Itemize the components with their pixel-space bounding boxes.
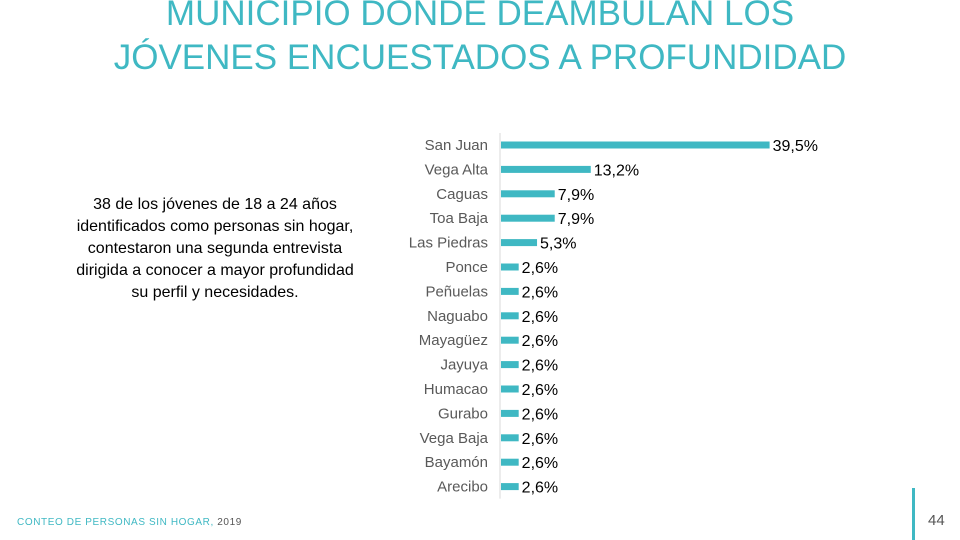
category-label: Jayuya [440, 357, 488, 374]
slide-title: MUNICIPIO DONDE DEAMBULAN LOS JÓVENES EN… [113, 0, 847, 77]
category-label: San Juan [425, 137, 488, 154]
category-label: Vega Baja [420, 430, 489, 447]
category-label: Naguabo [427, 308, 488, 325]
category-label: Arecibo [437, 479, 488, 496]
bar [501, 239, 538, 247]
page-number-divider [912, 488, 915, 540]
value-label: 2,6% [522, 382, 558, 399]
value-label: 2,6% [522, 455, 558, 472]
footer-year: 2019 [217, 517, 242, 528]
category-label: Las Piedras [409, 235, 488, 252]
value-label: 2,6% [522, 333, 558, 350]
bar [501, 458, 519, 466]
footer: CONTEO DE PERSONAS SIN HOGAR, 2019 [17, 517, 242, 528]
bar [501, 361, 519, 369]
bar [501, 409, 519, 417]
value-label: 2,6% [522, 284, 558, 301]
value-label: 2,6% [522, 406, 558, 423]
category-label: Vega Alta [425, 161, 489, 178]
bar [501, 385, 519, 393]
value-label: 13,2% [594, 162, 639, 179]
value-label: 2,6% [522, 480, 558, 497]
bar [501, 190, 555, 198]
value-label: 2,6% [522, 260, 558, 277]
bar [501, 165, 591, 173]
bar [501, 214, 555, 222]
value-label: 2,6% [522, 309, 558, 326]
category-label: Humacao [424, 381, 488, 398]
value-label: 2,6% [522, 431, 558, 448]
page-number: 44 [928, 512, 945, 529]
value-label: 7,9% [558, 211, 594, 228]
bar [501, 434, 519, 442]
category-label: Peñuelas [425, 283, 488, 300]
category-label: Ponce [445, 259, 488, 276]
bar [501, 336, 519, 344]
survey-note: 38 de los jóvenes de 18 a 24 años identi… [76, 196, 354, 301]
category-label: Gurabo [438, 405, 488, 422]
value-label: 39,5% [773, 138, 818, 155]
category-label: Caguas [436, 186, 488, 203]
bar [501, 141, 770, 149]
value-label: 5,3% [540, 236, 576, 253]
footer-label: CONTEO DE PERSONAS SIN HOGAR, [17, 517, 214, 528]
category-label: Bayamón [425, 454, 488, 471]
category-label: Mayagüez [419, 332, 488, 349]
bar [501, 287, 519, 295]
value-label: 2,6% [522, 358, 558, 375]
category-label: Toa Baja [430, 210, 489, 227]
bar [501, 312, 519, 320]
bar [501, 483, 519, 491]
value-label: 7,9% [558, 187, 594, 204]
bar [501, 263, 519, 271]
